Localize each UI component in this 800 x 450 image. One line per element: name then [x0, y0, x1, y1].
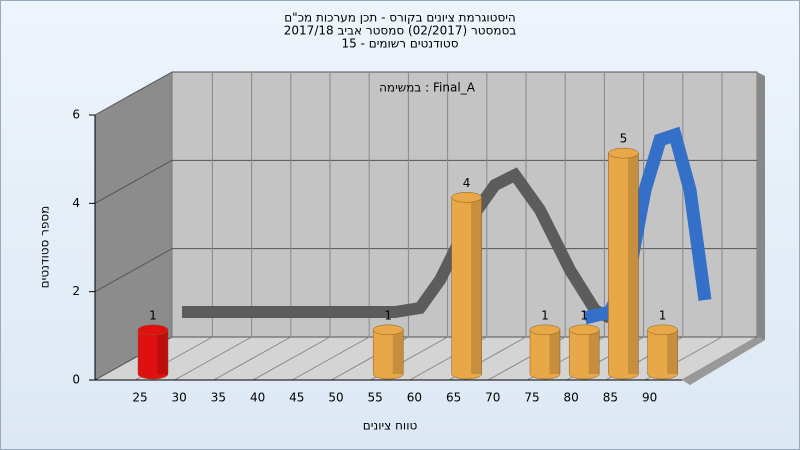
bar-shade [549, 329, 560, 374]
x-tick-label: 70 [485, 391, 500, 405]
y-tick-label: 6 [72, 108, 80, 122]
fit-curve-gray [182, 167, 613, 324]
y-tick-label: 2 [72, 284, 80, 298]
x-axis-label: טווח ציונים [363, 419, 418, 433]
floor-edge [682, 337, 765, 385]
x-tick-label: 90 [642, 391, 657, 405]
bar [568, 324, 600, 380]
x-tick-label: 30 [172, 391, 187, 405]
bar-top [647, 324, 678, 336]
annotation: במשימה : Final_A [379, 81, 476, 95]
bar-body [529, 329, 561, 380]
title-line: סטודנטים רשומים - 15 [341, 37, 458, 51]
grid-line [94, 248, 173, 293]
bar-top [372, 324, 404, 336]
x-tick-label: 50 [328, 391, 343, 405]
bar-top [451, 192, 482, 203]
x-tick-label: 85 [603, 391, 618, 405]
bar [451, 192, 482, 380]
bar-shade [667, 329, 678, 374]
y-tick-label: 4 [72, 196, 80, 210]
bar-body [647, 329, 678, 380]
data-label: 1 [541, 308, 549, 322]
x-tick-label: 65 [446, 391, 461, 405]
data-label: 1 [659, 308, 667, 322]
x-tick-label: 55 [368, 391, 383, 405]
bar-body [372, 329, 404, 380]
bar-shade [392, 329, 404, 374]
x-tick-label: 25 [132, 391, 147, 405]
bar-top [137, 324, 169, 336]
bar-shade [627, 153, 639, 374]
bar-shade [157, 329, 168, 374]
data-label: 1 [384, 308, 392, 322]
data-label: 1 [149, 308, 157, 322]
bar-top [529, 324, 561, 336]
bar-body [451, 197, 482, 380]
grid-line [213, 336, 292, 381]
data-label: 5 [620, 132, 628, 146]
x-tick-label: 75 [524, 391, 539, 405]
x-tick-label: 40 [250, 391, 265, 405]
grid-line [174, 336, 252, 381]
bar [137, 324, 169, 380]
grid-line [291, 336, 370, 381]
data-label: 1 [580, 308, 588, 322]
bar [647, 324, 678, 380]
bar [372, 324, 404, 380]
x-tick-label: 35 [211, 391, 226, 405]
bar-shade [471, 197, 482, 374]
bar-body [568, 329, 600, 380]
title-line: היסטוגרמת ציונים בקורס - תכן מערכות מכ"ם [284, 11, 516, 25]
data-label: 4 [463, 176, 471, 190]
x-tick-label: 45 [289, 391, 304, 405]
title-line: בסמסטר (02/2017) סמסטר אביב 2017/18 [284, 24, 516, 38]
bar-top [608, 147, 639, 159]
wall-edge [757, 72, 765, 340]
bar-shade [588, 329, 600, 374]
bar-body [608, 152, 639, 380]
bar [608, 147, 639, 380]
y-axis-label: מספר סטודנטים [38, 206, 52, 289]
left-wall [95, 72, 172, 380]
grid-line [94, 159, 173, 204]
bar-top [568, 324, 600, 336]
bar [529, 324, 561, 380]
x-tick-label: 80 [564, 391, 579, 405]
y-tick-label: 0 [72, 373, 80, 387]
x-tick-label: 60 [407, 391, 422, 405]
grid-line [94, 71, 173, 116]
bars: 1 1 4 1 1 5 1 [137, 132, 678, 380]
bar-body [137, 329, 169, 380]
grid-line [252, 336, 331, 381]
